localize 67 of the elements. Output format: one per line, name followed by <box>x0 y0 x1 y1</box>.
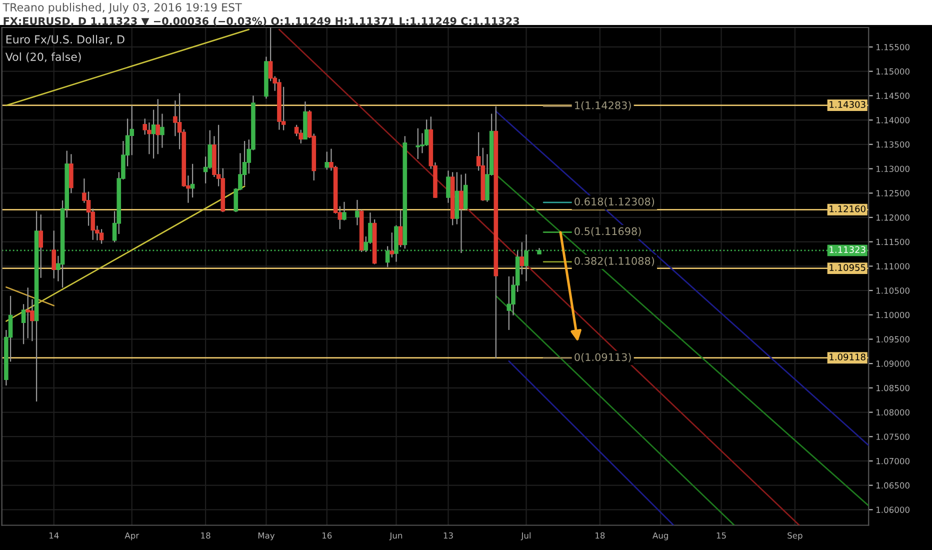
y-tick-label: 1.06000 <box>876 506 910 513</box>
candlestick <box>26 287 30 339</box>
x-tick-label: 15 <box>716 532 726 539</box>
x-tick-label: 14 <box>49 532 59 539</box>
x-tick-label: Sep <box>788 532 802 540</box>
candlestick <box>355 199 360 226</box>
x-tick-label: Jun <box>389 532 402 540</box>
candlestick <box>156 98 160 155</box>
x-tick-label: Jul <box>520 532 530 540</box>
candlestick <box>398 210 403 248</box>
x-tick-label: 16 <box>322 532 332 539</box>
y-tick-label: 1.12000 <box>876 214 910 221</box>
candlestick <box>52 230 56 279</box>
candlestick <box>160 113 164 148</box>
candlestick <box>69 154 74 194</box>
x-tick-label: 13 <box>444 532 453 539</box>
candlestick <box>506 276 512 331</box>
y-tick-label: 1.09500 <box>876 336 910 342</box>
ref-line-label: 1.14303 <box>830 101 866 108</box>
candlestick <box>151 109 156 160</box>
chart-title: TReano published, July 03, 2016 19:19 EST <box>2 2 242 14</box>
candlestick <box>268 28 273 82</box>
y-tick-label: 1.11000 <box>876 263 910 270</box>
y-tick-label: 1.13000 <box>876 166 910 172</box>
annotation: 0.618(1.12308) <box>574 197 654 207</box>
x-tick-label: Aug <box>652 532 668 540</box>
candlestick <box>38 214 44 278</box>
candlestick <box>520 242 524 275</box>
y-tick-label: 1.08000 <box>876 409 910 416</box>
x-tick-label: 18 <box>201 532 210 539</box>
candlestick <box>294 124 299 137</box>
x-tick-label: May <box>258 532 275 540</box>
ref-line-label: 1.11323 <box>830 246 866 254</box>
candlestick <box>298 129 304 144</box>
candlestick <box>21 304 26 345</box>
annotation: 0.382(1.11088) <box>574 256 654 266</box>
y-tick-label: 1.15500 <box>876 44 910 50</box>
y-tick-label: 1.10500 <box>876 287 910 294</box>
candlestick <box>242 140 247 186</box>
y-tick-label: 1.07500 <box>876 434 910 440</box>
ref-line-label: 1.10955 <box>830 264 866 271</box>
y-tick-label: 1.14500 <box>876 92 910 99</box>
y-tick-label: 1.06500 <box>876 482 910 489</box>
ref-line-label: 1.09118 <box>830 354 866 360</box>
ref-line-label: 1.12160 <box>830 205 866 212</box>
annotation: Euro Fx/U.S. Dollar, D <box>6 34 124 45</box>
x-tick-label: 18 <box>596 532 605 539</box>
x-tick-label: Apr <box>124 532 140 540</box>
y-tick-label: 1.12500 <box>876 190 910 196</box>
y-tick-label: 1.11500 <box>876 238 910 246</box>
annotation: 0(1.09113) <box>574 353 631 362</box>
chart-subtitle: FX:EURUSD, D 1.11323 ▼ −0.00036 (−0.03%) O:1.11249 H:1.11371 L:1.11249 C:1.11323 <box>4 16 520 26</box>
y-tick-label: 1.13500 <box>876 141 910 148</box>
y-tick-label: 1.15000 <box>876 68 910 75</box>
y-tick-label: 1.09000 <box>876 360 910 367</box>
candlestick <box>459 174 464 254</box>
annotation: 0.5(1.11698) <box>574 227 641 236</box>
annotation: Vol (20, false) <box>5 52 81 62</box>
y-tick-label: 1.08500 <box>876 384 910 392</box>
candlestick <box>342 201 346 221</box>
y-tick-label: 1.07000 <box>876 458 910 464</box>
y-tick-label: 1.10000 <box>876 312 910 318</box>
annotation: 1(1.14283) <box>575 101 631 110</box>
candlestick <box>324 151 330 170</box>
candlestick <box>446 170 450 204</box>
y-tick-label: 1.14000 <box>876 117 910 124</box>
candlestick <box>99 228 104 244</box>
